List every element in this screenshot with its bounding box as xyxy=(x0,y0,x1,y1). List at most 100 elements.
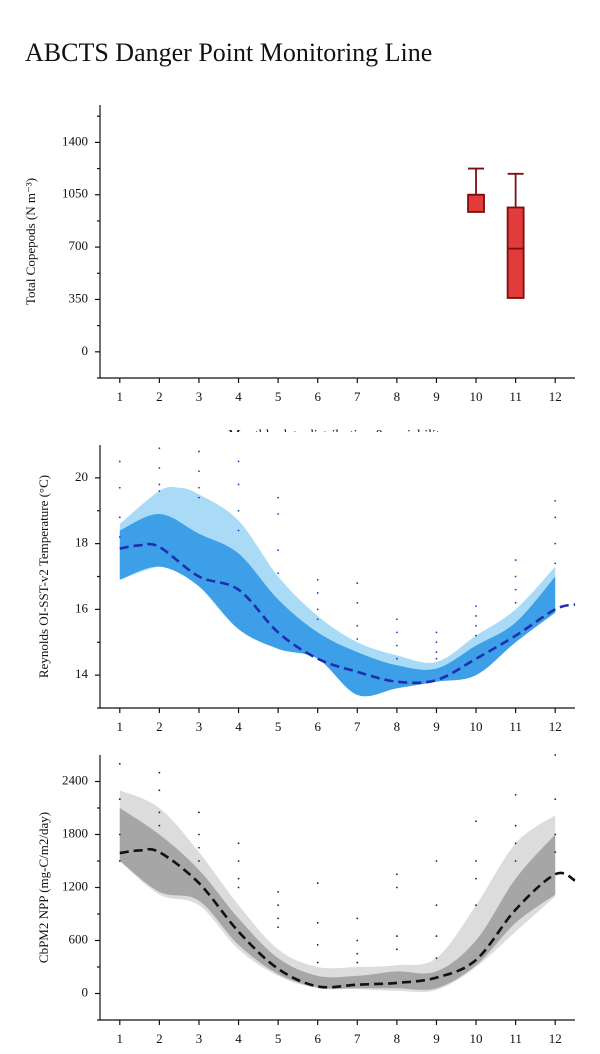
data-point xyxy=(158,490,161,492)
x-tick-label: 2 xyxy=(156,719,163,734)
data-point xyxy=(356,961,359,964)
data-point xyxy=(237,842,240,845)
data-point xyxy=(435,904,438,907)
x-tick-label: 12 xyxy=(549,719,562,734)
data-point xyxy=(277,917,280,920)
y-tick-label: 1200 xyxy=(62,878,88,893)
data-point xyxy=(554,516,557,519)
chart-1: Total Copepods (N m⁻³) Monthly data distr… xyxy=(23,105,575,432)
data-point xyxy=(316,578,319,581)
data-point xyxy=(395,657,398,660)
y-tick-label: 14 xyxy=(75,666,89,681)
x-tick-label: 10 xyxy=(470,389,483,404)
y-axis-label: Total Copepods (N m⁻³) xyxy=(23,178,38,305)
data-point xyxy=(554,542,557,545)
data-point xyxy=(356,917,359,920)
mean-line xyxy=(119,847,576,989)
y-tick-label: 16 xyxy=(75,600,89,615)
x-tick-label: 3 xyxy=(196,719,203,734)
data-point xyxy=(237,529,240,532)
data-point xyxy=(158,771,161,774)
x-tick-label: 7 xyxy=(354,389,361,404)
x-tick-label: 5 xyxy=(275,389,282,404)
data-point xyxy=(158,811,161,814)
data-point xyxy=(198,833,200,836)
data-point xyxy=(554,833,557,836)
page-title: ABCTS Danger Point Monitoring Line xyxy=(25,38,432,67)
data-point xyxy=(277,513,280,515)
data-point xyxy=(237,483,240,486)
data-point xyxy=(475,624,477,627)
y-tick-label: 1050 xyxy=(62,186,88,201)
band xyxy=(119,486,556,697)
data-point xyxy=(118,762,121,765)
data-point xyxy=(316,921,319,924)
data-point xyxy=(356,582,359,584)
data-point xyxy=(118,798,121,801)
x-tick-label: 3 xyxy=(196,389,203,404)
data-point xyxy=(435,957,438,960)
data-point xyxy=(158,467,161,469)
y-tick-label: 0 xyxy=(82,343,89,358)
data-point xyxy=(475,860,477,862)
data-point xyxy=(475,820,477,823)
data-point xyxy=(277,496,280,499)
data-point xyxy=(395,644,398,647)
y-tick-label: 18 xyxy=(75,535,88,550)
data-point xyxy=(514,588,517,591)
data-point xyxy=(198,860,200,862)
x-tick-label: 9 xyxy=(433,1031,440,1046)
data-point xyxy=(435,657,438,660)
data-point xyxy=(554,851,557,854)
x-tick-label: 4 xyxy=(235,1031,242,1046)
data-point xyxy=(356,939,359,942)
x-tick-label: 1 xyxy=(117,389,124,404)
box xyxy=(506,206,525,299)
x-tick-label: 9 xyxy=(433,389,440,404)
x-tick-label: 8 xyxy=(394,389,401,404)
x-tick-label: 3 xyxy=(196,1031,203,1046)
data-point xyxy=(158,483,161,486)
data-point xyxy=(435,935,438,937)
data-point xyxy=(277,572,280,575)
chart-2: Reynolds OI-SST-v2 Temperature (°C) 14 16 1… xyxy=(36,445,576,734)
data-point xyxy=(118,833,121,836)
x-tick-label: 7 xyxy=(354,719,361,734)
data-point xyxy=(158,447,161,450)
data-point xyxy=(356,638,359,640)
data-point xyxy=(118,536,121,538)
x-tick-label: 11 xyxy=(509,1031,522,1046)
x-tick-label: 6 xyxy=(314,719,321,734)
data-point xyxy=(237,860,240,862)
x-tick-label: 2 xyxy=(156,1031,163,1046)
data-point xyxy=(118,516,121,519)
x-tick-label: 4 xyxy=(235,389,242,404)
band xyxy=(119,808,556,990)
data-point xyxy=(316,592,319,594)
mean-line xyxy=(119,542,576,685)
x-tick-label: 10 xyxy=(470,1031,483,1046)
data-point xyxy=(198,811,200,814)
data-point xyxy=(237,460,240,463)
y-axis-label: Reynolds OI-SST-v2 Temperature (°C) xyxy=(36,475,51,678)
data-point xyxy=(316,608,319,611)
y-axis-label: CbPM2 NPP (mg-C/m2/day) xyxy=(36,812,51,963)
data-point xyxy=(356,624,359,627)
data-point xyxy=(475,615,477,617)
x-tick-label: 12 xyxy=(549,1031,562,1046)
data-point xyxy=(158,789,161,792)
data-point xyxy=(118,460,121,463)
data-point xyxy=(356,952,359,955)
data-point xyxy=(316,944,319,946)
x-tick-label: 12 xyxy=(549,389,562,404)
data-point xyxy=(514,842,517,845)
x-tick-label: 10 xyxy=(470,719,483,734)
data-point xyxy=(198,846,200,849)
data-point xyxy=(198,470,200,473)
y-tick-label: 600 xyxy=(69,931,89,946)
y-tick-label: 700 xyxy=(69,238,89,253)
data-point xyxy=(554,798,557,801)
data-point xyxy=(198,450,200,453)
data-point xyxy=(475,904,477,907)
